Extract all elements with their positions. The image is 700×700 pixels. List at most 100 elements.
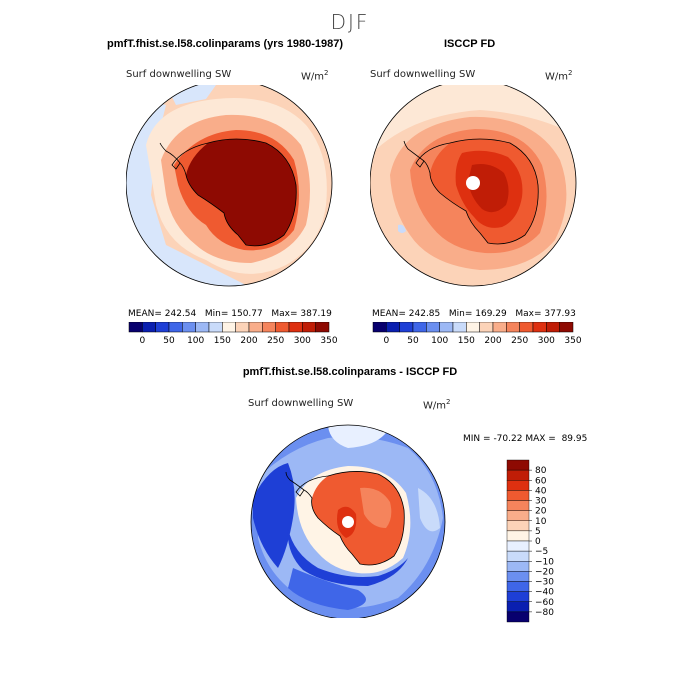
panel2-units: W/m2 — [545, 69, 573, 83]
colorbar-tick-label: 100 — [431, 336, 448, 346]
colorbar-cell — [275, 322, 290, 333]
colorbar-cell — [506, 601, 530, 613]
colorbar-cell — [506, 500, 530, 511]
panel1-map — [126, 85, 333, 287]
colorbar-cell — [506, 490, 530, 501]
panel1-units: W/m2 — [301, 69, 329, 83]
colorbar-cell — [506, 480, 530, 491]
colorbar-cell — [168, 322, 183, 333]
panel3-map — [250, 424, 446, 618]
colorbar-cell — [506, 540, 530, 552]
colorbar-cell — [506, 520, 530, 532]
colorbar-cell — [315, 322, 330, 333]
panel1-low-sw-region-west — [126, 95, 246, 286]
colorbar-tick-label: 150 — [214, 336, 231, 346]
page-title: DJF — [330, 10, 370, 34]
panel2-plateau-high — [468, 164, 509, 213]
colorbar-tick-label: 300 — [538, 336, 555, 346]
colorbar-cell — [195, 322, 210, 333]
panel2-peninsula — [403, 140, 425, 162]
colorbar-cell — [372, 322, 387, 333]
colorbar-tick-label: 350 — [564, 336, 581, 346]
panel2-outer-light — [370, 85, 576, 155]
panel3-dark-blue-ring — [287, 528, 408, 586]
colorbar-tick-label: 20 — [535, 507, 547, 517]
panel2-map — [370, 85, 577, 287]
colorbar-cell — [155, 322, 170, 333]
colorbar-cell — [399, 322, 414, 333]
colorbar-tick-label: 5 — [535, 527, 541, 537]
colorbar-cell — [506, 581, 530, 592]
colorbar-cell — [506, 510, 530, 521]
colorbar-cell — [426, 322, 440, 333]
colorbar-cell — [506, 530, 530, 542]
colorbar-tick-label: 200 — [484, 336, 501, 346]
colorbar-tick-label: −30 — [535, 578, 554, 588]
colorbar-tick-label: 0 — [139, 336, 145, 346]
panel3-pale-patch-top — [328, 425, 388, 448]
panel1-title: pmfT.fhist.se.l58.colinparams (yrs 1980-… — [107, 38, 343, 50]
colorbar-tick-label: 10 — [535, 517, 547, 527]
colorbar-cell — [559, 322, 574, 333]
colorbar-cell — [492, 322, 507, 333]
colorbar-cell — [412, 322, 427, 333]
colorbar-cell — [208, 322, 223, 333]
colorbar-cell — [479, 322, 494, 333]
panel1-continent-high — [186, 139, 297, 246]
panel3-dark-blue-south — [288, 568, 366, 610]
colorbar-cell — [532, 322, 547, 333]
panel3-field-label: Surf downwelling SW — [248, 398, 354, 409]
panel3-stats: MIN = -70.22 MAX = 89.95 — [463, 434, 588, 444]
panel2-stats: MEAN= 242.85 Min= 169.29 Max= 377.93 — [372, 309, 576, 319]
colorbar-tick-label: 150 — [458, 336, 475, 346]
panel1-map-border — [126, 85, 333, 287]
colorbar-cell — [506, 550, 530, 562]
panel1-peninsula — [159, 142, 181, 164]
colorbar-tick-label: 250 — [267, 336, 284, 346]
colorbar-cell — [506, 591, 530, 602]
panel2-pole-hole — [466, 176, 480, 190]
colorbar-cell — [506, 469, 530, 481]
panel1-stats: MEAN= 242.54 Min= 150.77 Max= 387.19 — [128, 309, 332, 319]
panel1-coastline — [171, 138, 297, 247]
panel1-field-label: Surf downwelling SW — [126, 69, 232, 80]
colorbar-tick-label: 60 — [535, 476, 547, 486]
colorbar-tick-label: −5 — [535, 547, 548, 557]
colorbar-cell — [506, 611, 530, 623]
colorbar-cell — [439, 322, 454, 333]
panel2-title: ISCCP FD — [444, 38, 496, 50]
panel2-colorbar: 0 50 100 150 200 250 300 350 — [372, 322, 582, 346]
colorbar-tick-label: −60 — [535, 598, 554, 608]
colorbar-tick-label: 250 — [511, 336, 528, 346]
panel3-units: W/m2 — [423, 398, 451, 412]
panel2-field-label: Surf downwelling SW — [370, 69, 476, 80]
colorbar-cell — [182, 322, 196, 333]
colorbar-cell — [142, 322, 156, 333]
colorbar-tick-label: 350 — [320, 336, 337, 346]
panel3-title: pmfT.fhist.se.l58.colinparams - ISCCP FD — [242, 366, 458, 378]
colorbar-cell — [506, 459, 530, 471]
colorbar-cell — [128, 322, 143, 333]
colorbar-tick-label: 100 — [187, 336, 204, 346]
colorbar-tick-label: −40 — [535, 588, 554, 598]
colorbar-tick-label: 30 — [535, 497, 547, 507]
colorbar-tick-label: 200 — [240, 336, 257, 346]
panel3-pole-hole — [342, 516, 354, 528]
panel1-colorbar: 0 50 100 150 200 250 300 350 — [128, 322, 338, 346]
colorbar-tick-label: 80 — [535, 466, 547, 476]
panel3-peninsula — [285, 471, 305, 491]
panel2-blue-spot — [398, 224, 406, 233]
colorbar-tick-label: 300 — [294, 336, 311, 346]
colorbar-tick-label: 0 — [535, 537, 541, 547]
colorbar-cell — [235, 322, 250, 333]
colorbar-cell — [506, 322, 520, 333]
colorbar-cell — [452, 322, 467, 333]
colorbar-tick-label: −20 — [535, 567, 554, 577]
colorbar-cell — [506, 571, 530, 582]
colorbar-cell — [519, 322, 534, 333]
colorbar-cell — [466, 322, 480, 333]
colorbar-cell — [222, 322, 236, 333]
colorbar-cell — [288, 322, 303, 333]
colorbar-cell — [262, 322, 276, 333]
